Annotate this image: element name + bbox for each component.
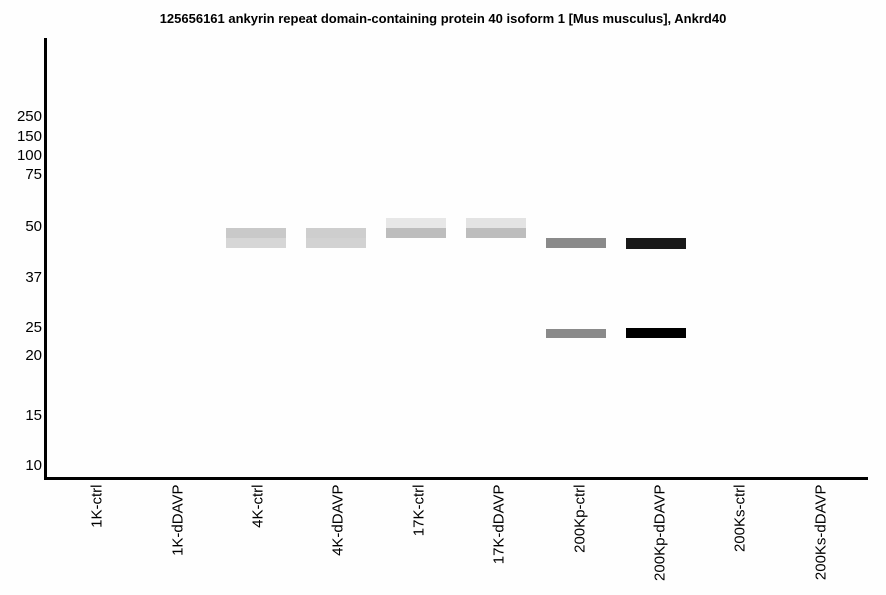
protein-band [626, 328, 686, 338]
protein-band [386, 228, 446, 238]
y-tick-label: 50 [25, 218, 42, 235]
protein-band [226, 228, 286, 238]
y-tick-label: 15 [25, 407, 42, 424]
y-tick-label: 37 [25, 269, 42, 286]
protein-band [466, 218, 526, 228]
protein-band [546, 329, 606, 338]
protein-band [386, 218, 446, 228]
lane-label: 4K-dDAVP [329, 484, 347, 556]
protein-band [306, 228, 366, 238]
lane-label: 200Ks-ctrl [731, 484, 749, 553]
protein-band [546, 238, 606, 248]
y-tick-label: 100 [16, 147, 42, 164]
y-tick-label: 25 [25, 319, 42, 336]
protein-band [626, 238, 686, 249]
y-tick-label: 150 [16, 128, 42, 145]
y-tick-label: 20 [25, 347, 42, 364]
lane-label: 200Kp-dDAVP [651, 484, 669, 581]
protein-band [466, 228, 526, 238]
lane-label: 17K-ctrl [410, 484, 428, 537]
y-tick-label: 250 [16, 108, 42, 125]
y-tick-label: 75 [25, 166, 42, 183]
protein-band [226, 238, 286, 248]
y-tick-label: 10 [25, 457, 42, 474]
lane-label: 1K-dDAVP [169, 484, 187, 556]
lane-label: 200Kp-ctrl [571, 484, 589, 553]
protein-band [306, 238, 366, 248]
lane-label: 1K-ctrl [88, 484, 106, 528]
y-axis-line [44, 38, 47, 480]
chart-title: 125656161 ankyrin repeat domain-containi… [159, 11, 727, 26]
x-axis-line [44, 477, 868, 480]
lane-label: 4K-ctrl [249, 484, 267, 528]
lane-label: 17K-dDAVP [490, 484, 508, 565]
lane-label: 200Ks-dDAVP [812, 484, 830, 581]
